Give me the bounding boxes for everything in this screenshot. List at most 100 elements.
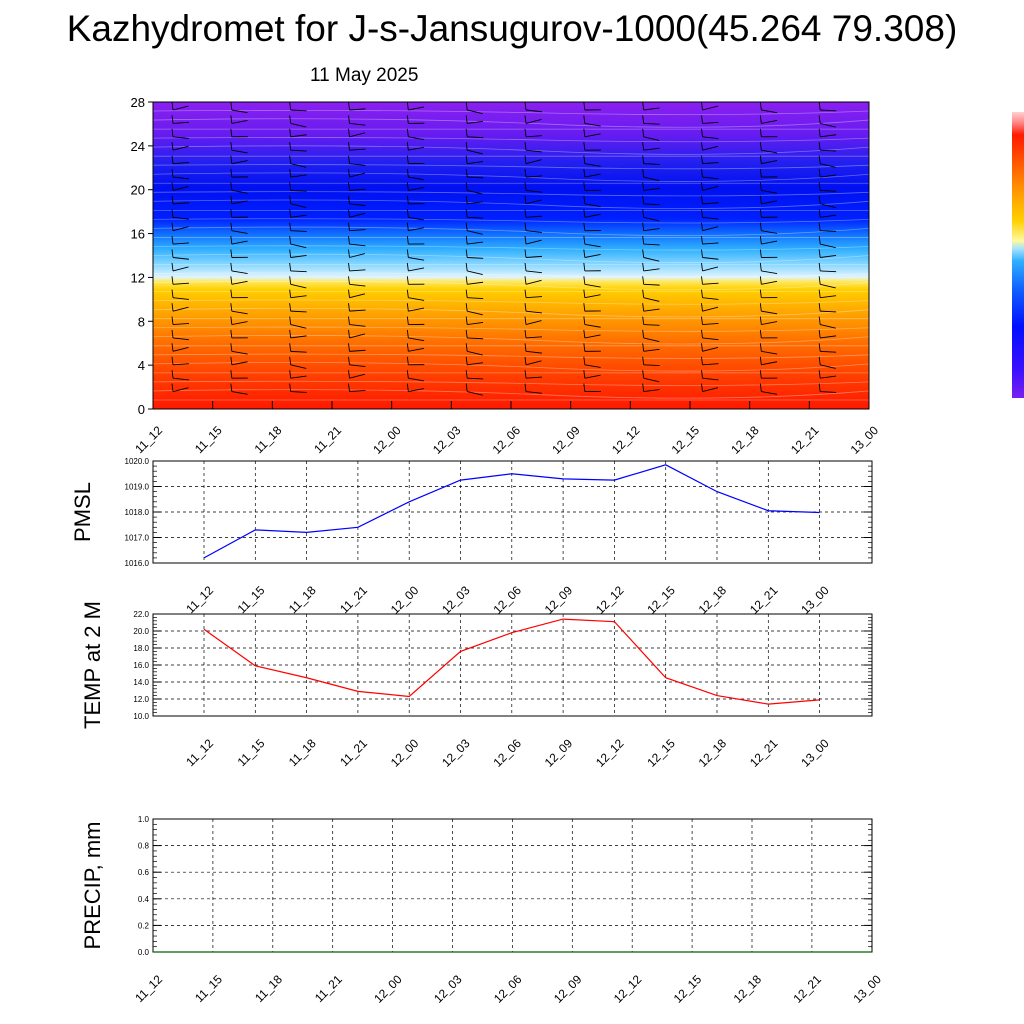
wind-barb <box>172 297 189 300</box>
y-tick-label: 0 <box>138 402 145 417</box>
wind-barb-flag <box>524 383 527 392</box>
wind-barb <box>761 321 778 325</box>
wind-barb <box>467 190 483 195</box>
wind-barb <box>408 257 425 261</box>
wind-barb <box>525 391 542 394</box>
wind-barb <box>349 172 366 178</box>
wind-barb-flag <box>348 155 350 164</box>
wind-barb-flag <box>465 222 468 231</box>
wind-barb-flag <box>524 236 527 245</box>
wind-barb-flag <box>642 101 645 111</box>
wind-barb <box>290 335 307 339</box>
wind-barb-flag <box>583 209 586 218</box>
wind-barb-flag <box>171 168 174 178</box>
wind-barb-flag <box>759 168 762 178</box>
x-tick-label: 11_18 <box>252 972 285 1005</box>
wind-barb-flag <box>406 168 409 178</box>
wind-barb-flag <box>348 289 350 298</box>
wind-barb <box>584 203 601 208</box>
wind-barb <box>525 336 542 339</box>
contour-line <box>152 118 870 128</box>
x-tick-label: 11_18 <box>252 423 285 456</box>
wind-barb-flag <box>583 370 586 379</box>
wind-barb-flag <box>524 356 527 365</box>
temp-panel: 10.0 12.0 14.0 16.0 18.0 20.0 22.0 11_12 11_15 11… <box>80 601 873 770</box>
wind-barb-flag <box>465 182 468 191</box>
wind-barb <box>525 135 542 138</box>
wind-barb <box>643 163 660 165</box>
wind-barb-flag <box>701 262 703 271</box>
wind-barb <box>820 364 836 369</box>
contour-line <box>152 335 870 345</box>
wind-barb <box>584 364 601 368</box>
wind-barb-flag <box>289 276 292 285</box>
wind-barb <box>643 364 660 367</box>
wind-barb-flag <box>583 182 586 191</box>
wind-barb <box>525 119 542 124</box>
contour-line <box>152 137 870 143</box>
wind-barb-flag <box>818 262 821 271</box>
wind-barb-flag <box>642 142 645 151</box>
wind-barb-flag <box>701 209 703 218</box>
wind-barb <box>290 163 307 168</box>
wind-barb <box>172 337 189 341</box>
wind-barb-flag <box>406 316 409 325</box>
x-tick-label: 12_03 <box>431 972 465 1006</box>
wind-barb <box>172 282 189 285</box>
wind-barb <box>290 134 307 138</box>
wind-barb-flag <box>759 249 762 258</box>
plot-area <box>152 460 873 564</box>
wind-barb-flag <box>348 222 350 231</box>
wind-barb <box>820 163 836 168</box>
wind-barb-flag <box>701 115 703 124</box>
wind-barb-flag <box>171 276 174 285</box>
wind-barb-flag <box>701 329 703 339</box>
wind-barb-flag <box>583 343 586 352</box>
wind-barb-flag <box>465 155 468 164</box>
wind-barb-flag <box>583 356 586 365</box>
wind-barb <box>349 373 366 379</box>
wind-barb-flag <box>348 262 350 271</box>
wind-barb <box>408 377 425 382</box>
wind-barb-flag <box>642 329 645 339</box>
wind-barb <box>702 226 719 232</box>
wind-barb-flag <box>759 303 762 312</box>
wind-barb <box>467 241 484 245</box>
y-tick-label: 0.0 <box>138 948 150 957</box>
wind-barb-flag <box>289 128 292 137</box>
wind-barb-flag <box>818 356 821 365</box>
wind-barb <box>290 364 307 369</box>
wind-barb-flag <box>818 383 821 392</box>
wind-barb-flag <box>818 168 821 178</box>
wind-barb <box>349 309 366 312</box>
wind-barb-flag <box>230 303 233 312</box>
wind-barb <box>643 377 660 383</box>
wind-barb <box>702 121 719 124</box>
wind-barb-flag <box>406 142 409 151</box>
wind-barb <box>643 107 660 111</box>
x-tick-label: 11_15 <box>192 972 225 1005</box>
contour-line <box>152 191 870 197</box>
wind-barb-flag <box>348 195 350 204</box>
wind-barb-flag <box>701 303 703 312</box>
x-tick-label: 12_06 <box>491 972 525 1006</box>
wind-barb-flag <box>289 182 292 191</box>
wind-barb-flag <box>524 276 527 285</box>
wind-barb-flag <box>289 289 292 298</box>
wind-barb <box>349 243 366 247</box>
wind-barb <box>172 136 189 140</box>
wind-barb <box>408 136 425 140</box>
wind-barb-flag <box>701 155 703 164</box>
y-axis-label: PMSL <box>70 482 95 542</box>
precip-panel: 0.0 0.2 0.4 0.6 0.8 1.0 11_12 11_15 11_18 11_21 12… <box>80 815 884 1006</box>
wind-barb <box>525 175 542 178</box>
wind-barb-flag <box>759 343 762 352</box>
wind-barb-flag <box>759 356 762 365</box>
wind-barb <box>349 212 366 218</box>
wind-barb-flag <box>348 142 350 151</box>
wind-barb-flag <box>583 329 586 339</box>
y-tick-label: 1020.0 <box>125 457 150 466</box>
wind-barb <box>172 216 189 220</box>
wind-barb <box>290 283 307 289</box>
wind-barb <box>702 186 719 191</box>
